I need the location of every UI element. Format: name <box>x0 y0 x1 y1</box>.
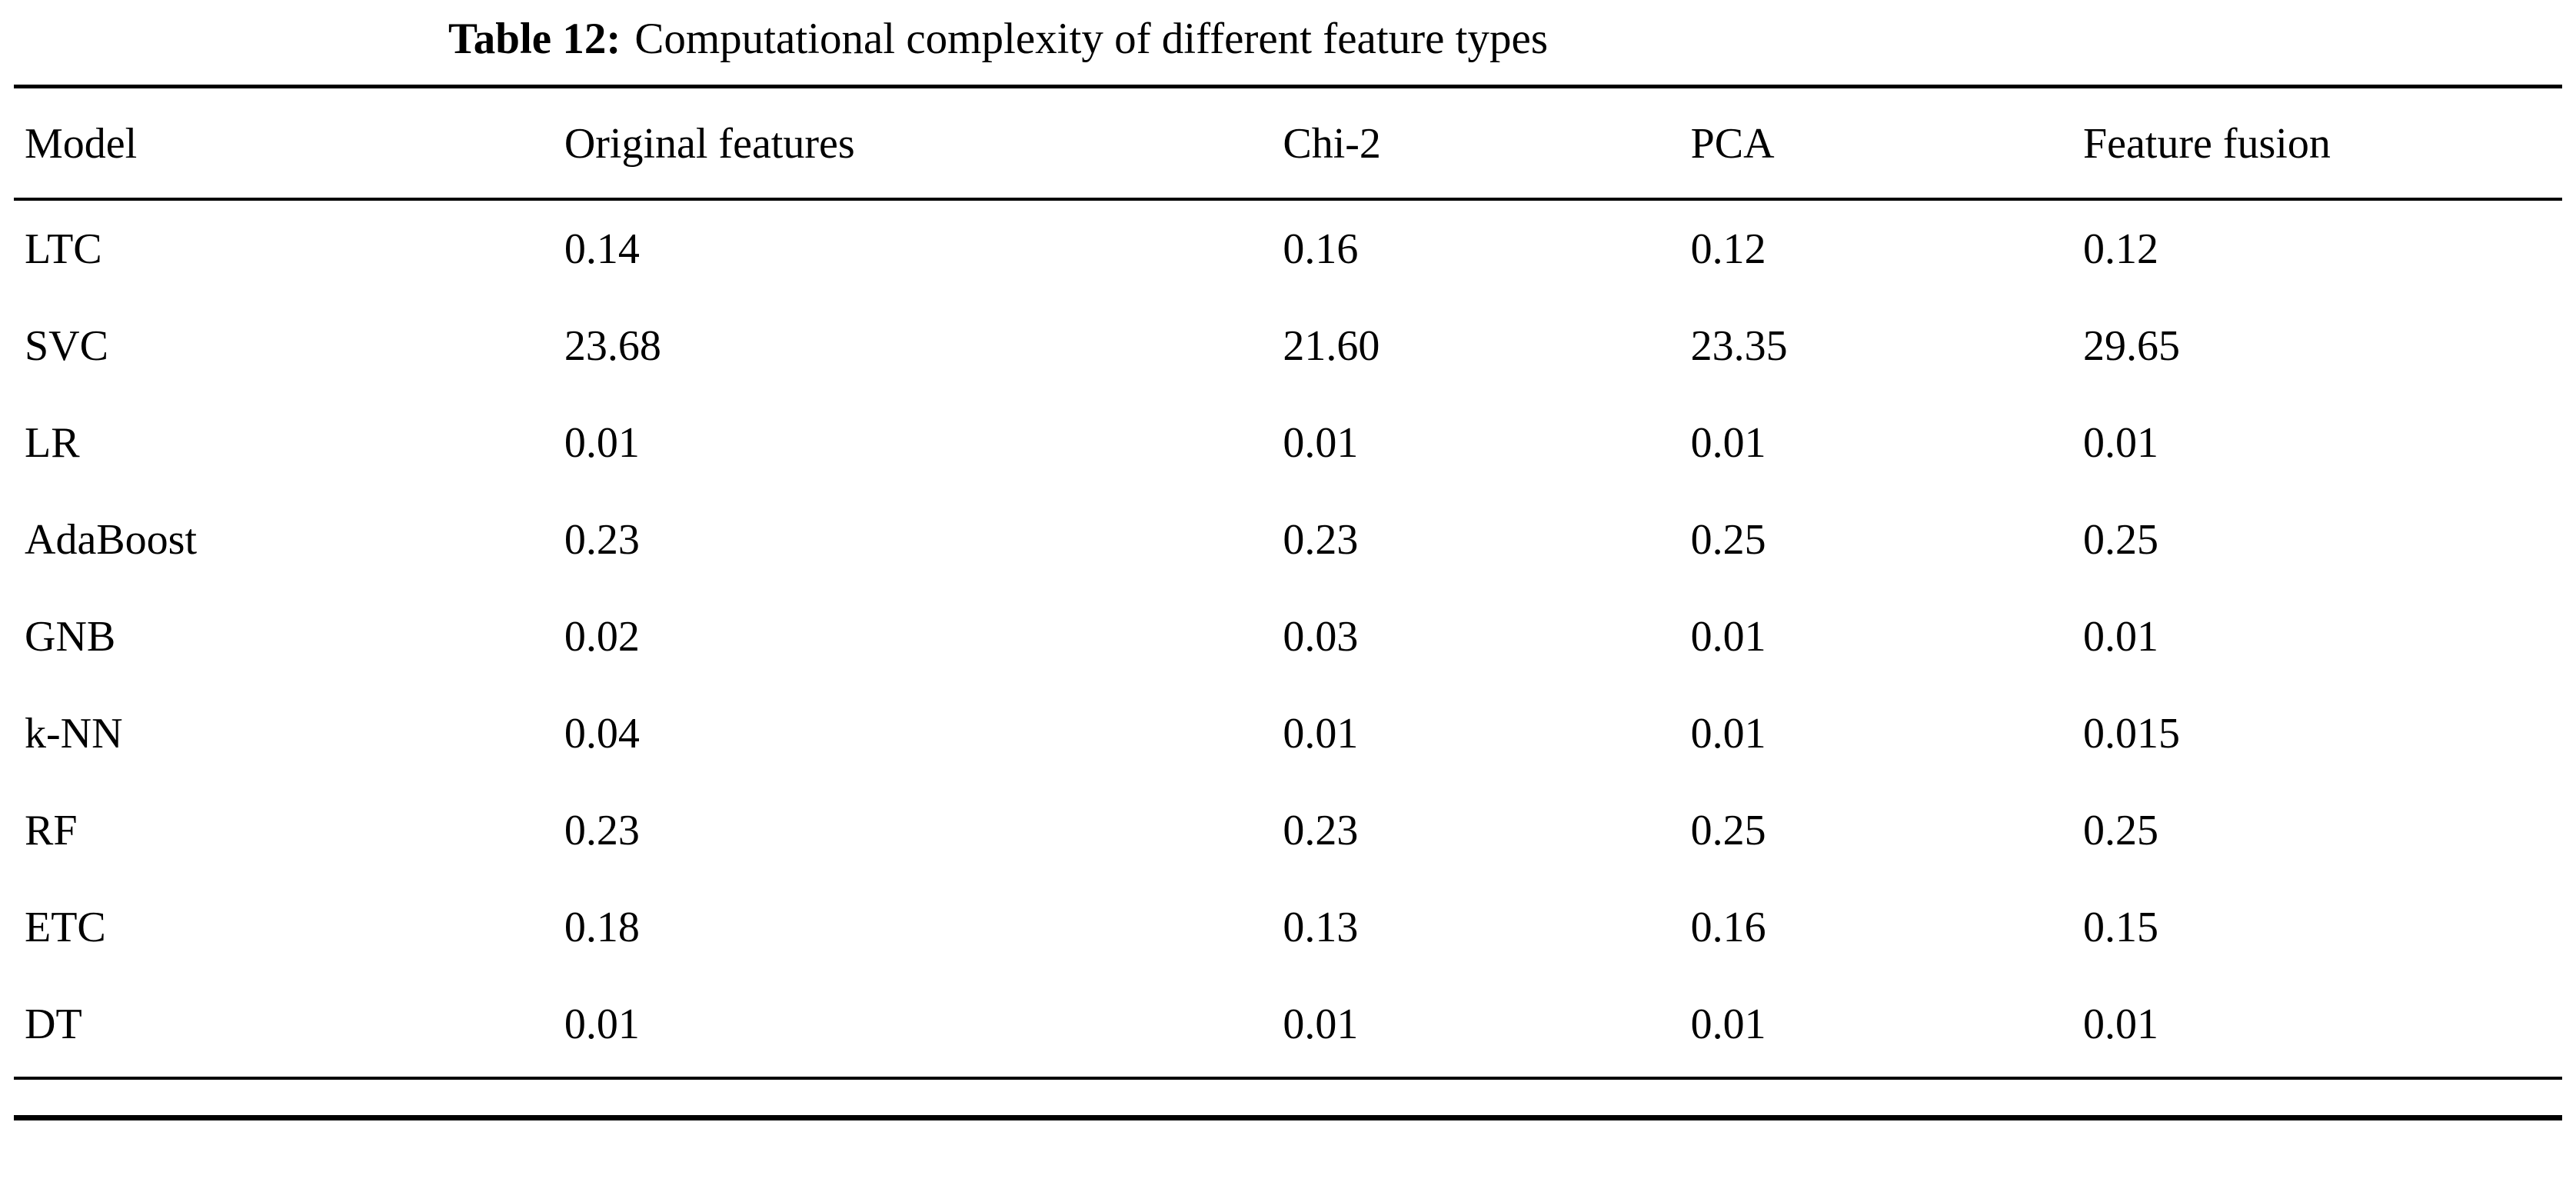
table-bottom-rule <box>14 1114 2562 1120</box>
value-cell: 0.03 <box>1283 612 1359 661</box>
column-header-pca: PCA <box>1690 84 2083 201</box>
table-row: GNB 0.02 0.03 0.01 0.01 <box>14 588 2562 685</box>
table-body: LTC 0.14 0.16 0.12 0.12 SVC 23.68 21.60 … <box>14 199 2562 1080</box>
header-row: Model Original features Chi-2 PCA Featur… <box>14 84 2562 201</box>
value-cell: 0.25 <box>1690 515 1766 564</box>
value-cell: 0.01 <box>2082 612 2158 661</box>
table-row: SVC 23.68 21.60 23.35 29.65 <box>14 298 2562 395</box>
value-cell: 0.01 <box>1690 975 2083 1080</box>
value-cell: 0.16 <box>1690 903 1766 951</box>
value-cell: 0.14 <box>564 225 640 273</box>
value-cell: 0.16 <box>1283 225 1359 273</box>
value-cell: 0.02 <box>564 612 640 661</box>
value-cell: 0.18 <box>564 903 640 951</box>
table-row: LR 0.01 0.01 0.01 0.01 <box>14 395 2562 491</box>
table-row: AdaBoost 0.23 0.23 0.25 0.25 <box>14 491 2562 588</box>
table-row: LTC 0.14 0.16 0.12 0.12 <box>14 199 2562 298</box>
table-row: k-NN 0.04 0.01 0.01 0.015 <box>14 685 2562 782</box>
column-header-chi2: Chi-2 <box>1283 84 1691 201</box>
model-cell: LTC <box>25 225 102 273</box>
value-cell: 0.01 <box>1690 612 1766 661</box>
value-cell: 21.60 <box>1283 321 1380 370</box>
column-header-original-features: Original features <box>564 84 1283 201</box>
value-cell: 0.01 <box>1283 975 1691 1080</box>
value-cell: 0.01 <box>1283 709 1359 757</box>
model-cell: AdaBoost <box>25 515 197 564</box>
model-cell: LR <box>25 418 80 467</box>
model-cell: k-NN <box>25 709 123 757</box>
value-cell: 0.25 <box>2082 515 2158 564</box>
value-cell: 0.01 <box>564 975 1283 1080</box>
value-cell: 0.01 <box>1690 418 1766 467</box>
table-caption-label: Table 12: <box>448 15 621 63</box>
value-cell: 0.23 <box>1283 515 1359 564</box>
value-cell: 0.01 <box>1283 418 1359 467</box>
value-cell: 23.68 <box>564 321 661 370</box>
table-header: Model Original features Chi-2 PCA Featur… <box>14 84 2562 201</box>
value-cell: 0.13 <box>1283 903 1359 951</box>
table-row: ETC 0.18 0.13 0.16 0.15 <box>14 879 2562 976</box>
value-cell: 0.23 <box>1283 806 1359 854</box>
value-cell: 0.15 <box>2082 903 2158 951</box>
value-cell: 0.12 <box>1690 225 1766 273</box>
value-cell: 0.01 <box>1690 709 1766 757</box>
value-cell: 0.015 <box>2082 709 2180 757</box>
value-cell: 0.01 <box>2082 418 2158 467</box>
model-cell: RF <box>25 806 78 854</box>
column-header-model: Model <box>14 84 564 201</box>
value-cell: 0.12 <box>2082 225 2158 273</box>
table-caption-text: Computational complexity of different fe… <box>634 15 1549 63</box>
value-cell: 0.23 <box>564 806 640 854</box>
column-header-feature-fusion: Feature fusion <box>2082 84 2562 201</box>
value-cell: 0.04 <box>564 709 640 757</box>
model-cell: SVC <box>25 321 108 370</box>
value-cell: 0.01 <box>2082 975 2562 1080</box>
value-cell: 0.25 <box>2082 806 2158 854</box>
table-caption: Table 12: Computational complexity of dif… <box>14 14 1982 65</box>
model-cell: DT <box>14 975 564 1080</box>
value-cell: 0.23 <box>564 515 640 564</box>
value-cell: 0.01 <box>564 418 640 467</box>
complexity-table: Model Original features Chi-2 PCA Featur… <box>14 84 2562 1080</box>
table-row: DT 0.01 0.01 0.01 0.01 <box>14 975 2562 1080</box>
model-cell: GNB <box>25 612 116 661</box>
value-cell: 0.25 <box>1690 806 1766 854</box>
value-cell: 29.65 <box>2082 321 2180 370</box>
value-cell: 23.35 <box>1690 321 1788 370</box>
model-cell: ETC <box>25 903 106 951</box>
table-row: RF 0.23 0.23 0.25 0.25 <box>14 782 2562 879</box>
